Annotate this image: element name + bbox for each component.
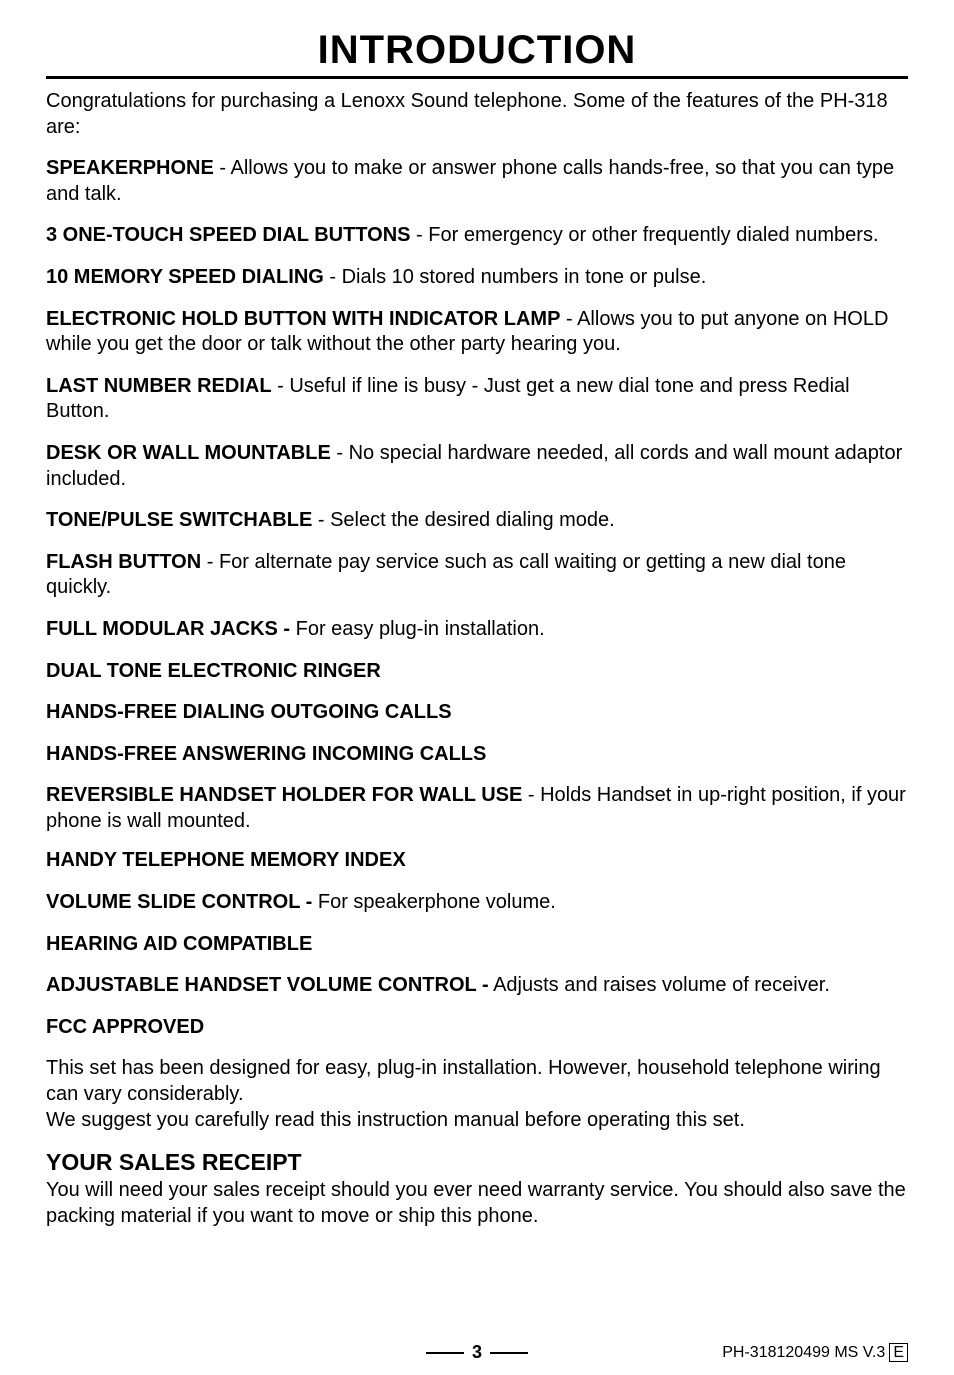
feature-dual-tone-ringer: DUAL TONE ELECTRONIC RINGER [46,659,908,685]
feature-speakerphone: SPEAKERPHONE - Allows you to make or ans… [46,156,908,207]
feature-onetouch: 3 ONE-TOUCH SPEED DIAL BUTTONS - For eme… [46,223,908,249]
closing-text-1: This set has been designed for easy, plu… [46,1056,908,1107]
dash-icon [426,1352,464,1354]
feature-name: FULL MODULAR JACKS - [46,618,290,640]
feature-name: FLASH BUTTON [46,551,201,573]
revision-text: PH-318120499 MS V.3 [722,1344,885,1362]
page-number: 3 [472,1342,482,1363]
feature-name: SPEAKERPHONE [46,157,214,179]
feature-name: 10 MEMORY SPEED DIALING [46,266,324,288]
feature-mountable: DESK OR WALL MOUNTABLE - No special hard… [46,441,908,492]
feature-tone-pulse: TONE/PULSE SWITCHABLE - Select the desir… [46,508,908,534]
feature-name: LAST NUMBER REDIAL [46,375,272,397]
feature-handsfree-in: HANDS-FREE ANSWERING INCOMING CALLS [46,742,908,768]
feature-name: HANDS-FREE DIALING OUTGOING CALLS [46,701,452,723]
feature-fcc: FCC APPROVED [46,1015,908,1041]
feature-name: ADJUSTABLE HANDSET VOLUME CONTROL - [46,974,489,996]
feature-desc: - Select the desired dialing mode. [312,509,614,531]
page-footer: 3 PH-318120499 MS V.3 E [46,1342,908,1363]
feature-name: 3 ONE-TOUCH SPEED DIAL BUTTONS [46,224,411,246]
feature-name: TONE/PULSE SWITCHABLE [46,509,312,531]
feature-hold-button: ELECTRONIC HOLD BUTTON WITH INDICATOR LA… [46,307,908,358]
feature-name: VOLUME SLIDE CONTROL - [46,891,312,913]
feature-name: DUAL TONE ELECTRONIC RINGER [46,660,381,682]
revision-code: PH-318120499 MS V.3 E [722,1343,908,1363]
intro-text: Congratulations for purchasing a Lenoxx … [46,89,908,140]
closing-text-2: We suggest you carefully read this instr… [46,1108,908,1134]
feature-desc: For speakerphone volume. [312,891,555,913]
feature-memory-dialing: 10 MEMORY SPEED DIALING - Dials 10 store… [46,265,908,291]
sales-receipt-heading: YOUR SALES RECEIPT [46,1149,908,1176]
feature-redial: LAST NUMBER REDIAL - Useful if line is b… [46,374,908,425]
feature-desc: - Dials 10 stored numbers in tone or pul… [324,266,706,288]
feature-name: FCC APPROVED [46,1016,204,1038]
sales-receipt-body: You will need your sales receipt should … [46,1178,908,1229]
feature-name: HANDY TELEPHONE MEMORY INDEX [46,849,406,871]
dash-icon [490,1352,528,1354]
feature-handset-volume: ADJUSTABLE HANDSET VOLUME CONTROL - Adju… [46,973,908,999]
feature-flash-button: FLASH BUTTON - For alternate pay service… [46,550,908,601]
feature-name: HANDS-FREE ANSWERING INCOMING CALLS [46,743,486,765]
page-title: INTRODUCTION [46,28,908,79]
feature-modular-jacks: FULL MODULAR JACKS - For easy plug-in in… [46,617,908,643]
feature-reversible-holder: REVERSIBLE HANDSET HOLDER FOR WALL USE -… [46,783,908,834]
feature-name: HEARING AID COMPATIBLE [46,933,312,955]
feature-name: DESK OR WALL MOUNTABLE [46,442,331,464]
feature-volume-slide: VOLUME SLIDE CONTROL - For speakerphone … [46,890,908,916]
e-box-icon: E [889,1343,908,1363]
feature-desc: Adjusts and raises volume of receiver. [489,974,830,996]
feature-hearing-aid: HEARING AID COMPATIBLE [46,932,908,958]
feature-desc: - For emergency or other frequently dial… [411,224,879,246]
feature-memory-index: HANDY TELEPHONE MEMORY INDEX [46,848,908,874]
feature-name: ELECTRONIC HOLD BUTTON WITH INDICATOR LA… [46,308,560,330]
feature-name: REVERSIBLE HANDSET HOLDER FOR WALL USE [46,784,522,806]
feature-desc: For easy plug-in installation. [290,618,545,640]
feature-handsfree-out: HANDS-FREE DIALING OUTGOING CALLS [46,700,908,726]
